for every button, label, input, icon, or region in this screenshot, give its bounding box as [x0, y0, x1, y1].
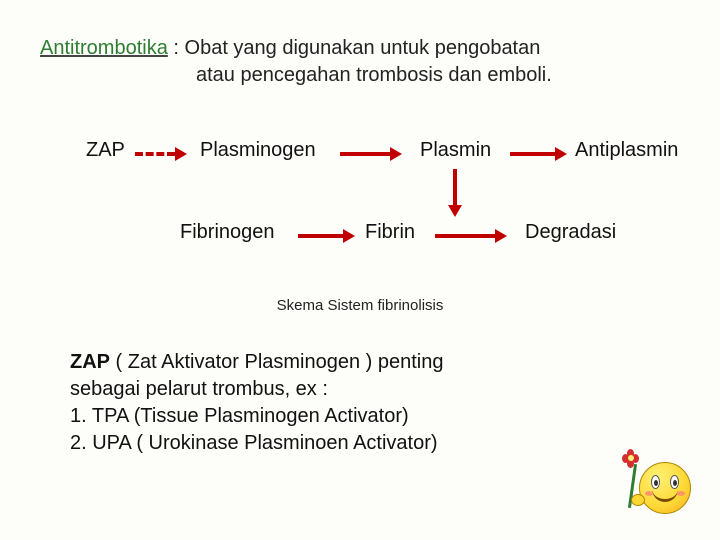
title-block: Antitrombotika : Obat yang digunakan unt…: [40, 35, 680, 89]
node-antiplasmin: Antiplasmin: [575, 139, 678, 162]
node-plasmin: Plasmin: [420, 139, 491, 162]
body-item1: 1. TPA (Tissue Plasminogen Activator): [70, 405, 409, 427]
arrow-fibrin-degradasi: [435, 229, 507, 243]
node-plasminogen: Plasminogen: [200, 139, 316, 162]
body-heading-bold: ZAP: [70, 351, 110, 373]
arrow-plasmin-fibrin: [448, 169, 462, 217]
fibrinolysis-diagram: ZAP Plasminogen Plasmin Antiplasmin Fibr…: [40, 139, 680, 289]
title-term: Antitrombotika: [40, 37, 168, 59]
arrow-zap-plasminogen: [135, 147, 187, 161]
node-fibrinogen: Fibrinogen: [180, 221, 275, 244]
node-fibrin: Fibrin: [365, 221, 415, 244]
arrow-plasmin-antiplasmin: [510, 147, 567, 161]
arrow-fibrinogen-fibrin: [298, 229, 355, 243]
body-text: ZAP ( Zat Aktivator Plasminogen ) pentin…: [70, 349, 680, 457]
body-line2: sebagai pelarut trombus, ex :: [70, 378, 328, 400]
diagram-caption: Skema Sistem fibrinolisis: [40, 297, 680, 314]
node-zap: ZAP: [86, 139, 125, 162]
slide: Antitrombotika : Obat yang digunakan unt…: [0, 0, 720, 540]
body-heading-rest: ( Zat Aktivator Plasminogen ) penting: [110, 351, 444, 373]
title-def-2: atau pencegahan trombosis dan emboli.: [196, 64, 552, 86]
arrow-plasminogen-plasmin: [340, 147, 402, 161]
smiley-flower-icon: [625, 450, 695, 520]
node-degradasi: Degradasi: [525, 221, 616, 244]
body-item2: 2. UPA ( Urokinase Plasminoen Activator): [70, 432, 438, 454]
title-def-1: : Obat yang digunakan untuk pengobatan: [168, 37, 541, 59]
